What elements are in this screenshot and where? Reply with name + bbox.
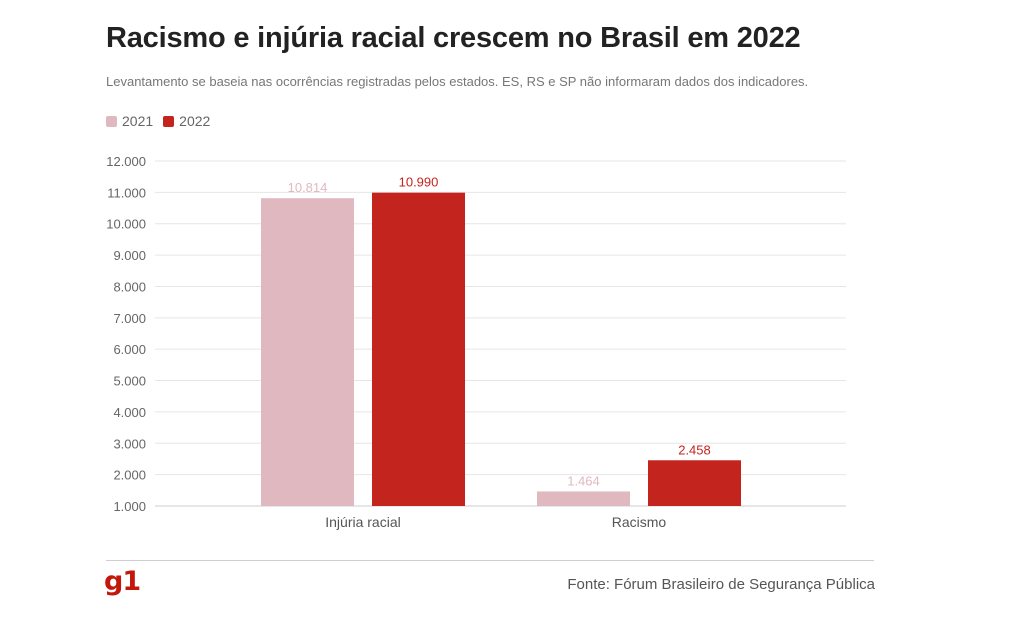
- y-tick-label: 12.000: [106, 154, 146, 169]
- data-label: 2.458: [678, 442, 711, 457]
- data-label: 1.464: [567, 473, 600, 488]
- y-tick-label: 9.000: [113, 248, 146, 263]
- x-tick-label: Racismo: [612, 514, 667, 530]
- legend-label-2022: 2022: [179, 113, 211, 129]
- legend-label-2021: 2021: [122, 113, 154, 129]
- bar-2022-1: [648, 460, 741, 506]
- legend-item-2021: 2021: [106, 113, 153, 129]
- bar-2022-0: [372, 192, 465, 506]
- y-tick-label: 5.000: [113, 374, 146, 389]
- y-tick-label: 7.000: [113, 311, 146, 326]
- legend-swatch-2021: [106, 115, 117, 127]
- legend-swatch-2022: [163, 115, 175, 127]
- legend-item-2022: 2022: [163, 113, 210, 129]
- g1-logo: g1: [104, 566, 141, 597]
- bar-2021-0: [261, 198, 354, 506]
- y-tick-label: 8.000: [113, 279, 146, 294]
- y-tick-label: 4.000: [113, 405, 146, 420]
- chart-subtitle: Levantamento se baseia nas ocorrências r…: [106, 74, 809, 89]
- y-tick-label: 1.000: [113, 499, 146, 514]
- data-label: 10.990: [399, 175, 439, 190]
- y-tick-label: 11.000: [107, 185, 146, 200]
- legend: 2021 2022: [106, 113, 210, 129]
- footer-divider: [106, 560, 874, 561]
- source-note: Fonte: Fórum Brasileiro de Segurança Púb…: [567, 576, 875, 593]
- data-label: 10.814: [288, 180, 328, 195]
- y-tick-label: 3.000: [113, 436, 146, 451]
- y-tick-label: 10.000: [106, 217, 146, 232]
- y-tick-label: 6.000: [113, 342, 146, 357]
- chart-title: Racismo e injúria racial crescem no Bras…: [106, 22, 801, 54]
- y-tick-label: 2.000: [113, 468, 146, 483]
- x-tick-label: Injúria racial: [325, 514, 400, 530]
- bar-2021-1: [537, 491, 630, 506]
